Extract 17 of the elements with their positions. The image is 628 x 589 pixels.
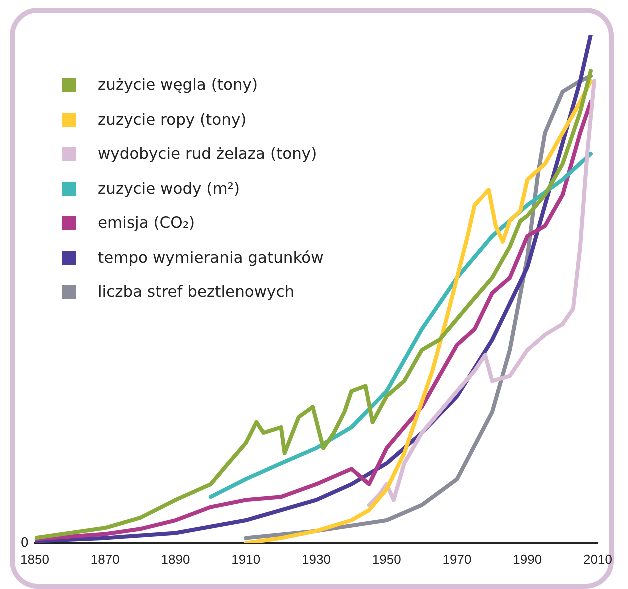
x-tick-label: 1950 bbox=[372, 552, 402, 567]
text: 0 bbox=[20, 536, 29, 551]
legend-label: tempo wymierania gatunków bbox=[98, 248, 324, 267]
x-tick-label: 1990 bbox=[513, 552, 542, 567]
legend-label: liczba stref beztlenowych bbox=[98, 283, 295, 302]
legend-label: emisja (CO₂) bbox=[98, 214, 196, 232]
x-tick-label: 1930 bbox=[302, 552, 331, 567]
legend-label: zuzycie ropy (tony) bbox=[98, 110, 247, 129]
x-tick-label: 2010 bbox=[584, 552, 612, 567]
x-tick-label: 1890 bbox=[161, 552, 190, 567]
legend-label: zużycie węgla (tony) bbox=[98, 76, 258, 94]
x-tick-label: 1970 bbox=[442, 552, 472, 567]
legend-label: wydobycie rud żelaza (tony) bbox=[98, 145, 318, 164]
x-tick-label: 1850 bbox=[20, 552, 50, 567]
legend-label: zuzycie wody (m²) bbox=[98, 180, 240, 198]
x-tick-label: 1910 bbox=[232, 552, 261, 567]
x-tick-label: 1870 bbox=[90, 552, 120, 567]
